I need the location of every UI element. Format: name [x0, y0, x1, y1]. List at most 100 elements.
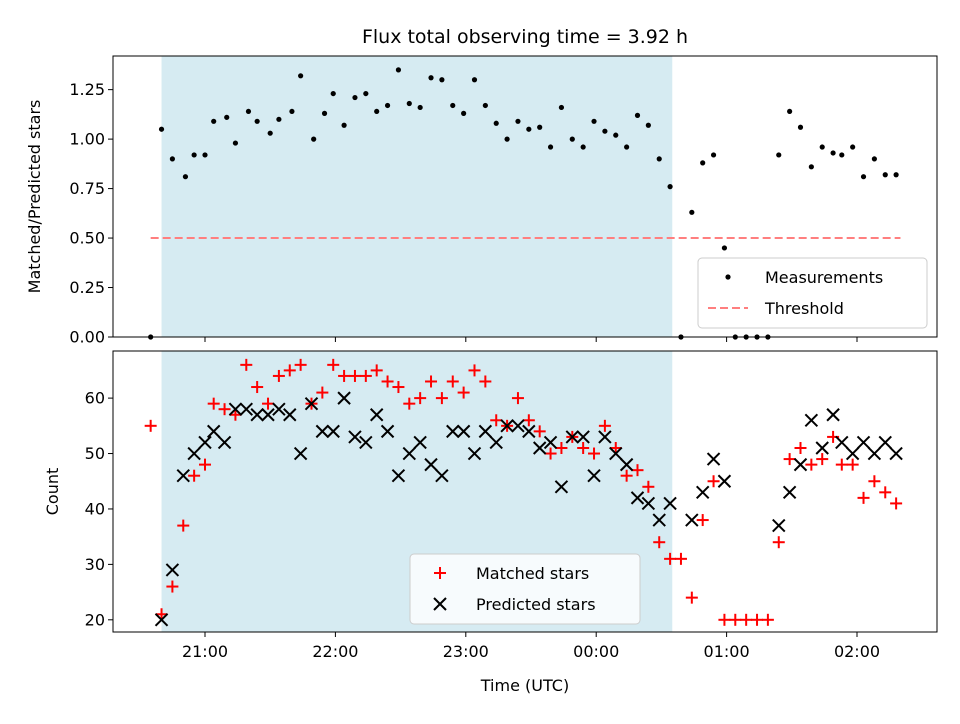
matched-star-point — [835, 458, 848, 471]
measurement-point — [624, 144, 630, 150]
matched-star-point — [240, 358, 253, 371]
matched-star-point — [620, 469, 633, 482]
measurement-point — [580, 144, 586, 150]
measurement-point — [439, 77, 445, 83]
matched-star-point — [772, 536, 785, 549]
measurement-point — [374, 108, 380, 115]
top-legend: Measurements Threshold — [697, 257, 928, 329]
bottom-y-tick-label: 20 — [85, 610, 105, 629]
measurement-point — [352, 94, 358, 101]
matched-star-point — [544, 447, 557, 460]
matched-star-point — [490, 414, 503, 427]
predicted-star-point — [609, 446, 623, 461]
predicted-star-point — [630, 491, 645, 505]
matched-star-point — [685, 591, 698, 604]
bottom-y-axis-label: Count — [43, 468, 62, 516]
matched-star-point — [435, 392, 448, 405]
measurement-point — [526, 126, 532, 132]
predicted-star-point — [826, 408, 840, 422]
matched-star-point — [794, 441, 807, 454]
predicted-star-point — [176, 468, 190, 483]
top-legend-frame — [697, 257, 928, 329]
measurement-point — [591, 118, 597, 124]
matched-star-point — [370, 364, 383, 377]
matched-star-point — [846, 458, 859, 471]
measurement-point — [797, 124, 804, 130]
top-panel: 0.00 0.25 0.50 0.75 1.00 1.25 Matched/Predict… — [25, 55, 938, 347]
predicted-star-point — [337, 391, 351, 405]
predicted-star-point — [652, 513, 666, 527]
predicted-star-point — [359, 435, 373, 450]
predicted-star-point — [413, 435, 427, 450]
predicted-star-point — [304, 396, 319, 411]
x-tick-label: 01:00 — [704, 642, 750, 661]
matched-star-point — [218, 403, 231, 416]
matched-star-point — [783, 453, 796, 466]
measurement-point — [232, 140, 239, 146]
measurement-point — [169, 156, 175, 162]
predicted-star-point — [467, 446, 482, 461]
matched-star-point — [403, 397, 416, 410]
predicted-star-point — [315, 424, 330, 439]
measurement-point — [493, 120, 499, 126]
matched-star-point — [414, 392, 427, 405]
predicted-star-point — [446, 424, 460, 439]
predicted-star-point — [326, 424, 340, 439]
predicted-star-point — [815, 441, 829, 455]
bottom-y-tick-label: 60 — [85, 389, 105, 408]
measurement-point — [341, 122, 347, 128]
measurement-point — [558, 104, 565, 111]
measurement-point — [613, 132, 619, 138]
predicted-star-point — [261, 408, 275, 422]
matched-stars-series — [144, 358, 903, 626]
measurement-point — [819, 144, 825, 150]
matched-star-point — [446, 375, 459, 388]
matched-star-point — [359, 369, 372, 382]
predicted-star-point — [293, 446, 308, 461]
predicted-star-point — [435, 468, 449, 483]
measurement-point — [515, 118, 521, 124]
matched-star-point — [381, 375, 394, 388]
measurements-legend-label: Measurements — [765, 268, 883, 287]
predicted-stars-series — [154, 391, 903, 627]
predicted-stars-legend-label: Predicted stars — [476, 595, 596, 614]
top-y-axis-label: Matched/Predicted stars — [25, 100, 44, 294]
matched-star-point — [177, 519, 190, 532]
top-y-tick-label: 1.25 — [69, 80, 105, 99]
predicted-star-point — [272, 402, 286, 416]
predicted-star-point — [500, 419, 514, 433]
predicted-star-point — [206, 424, 221, 439]
matched-star-point — [229, 408, 242, 421]
top-shaded-range — [161, 56, 673, 337]
predicted-star-point — [845, 446, 860, 461]
predicted-star-point — [856, 435, 871, 450]
predicted-star-point — [154, 613, 169, 627]
matched-star-point — [348, 369, 361, 382]
matched-star-point — [425, 375, 438, 388]
top-y-tick-label: 0.00 — [69, 328, 105, 347]
x-tick-label: 22:00 — [312, 642, 358, 661]
matched-star-point — [588, 447, 601, 460]
measurement-point — [569, 136, 575, 142]
predicted-star-point — [198, 435, 212, 450]
measurement-point — [689, 209, 695, 215]
measurements-series — [148, 67, 899, 340]
top-y-tick-label: 0.50 — [69, 229, 105, 248]
measurement-point — [893, 172, 899, 178]
predicted-star-point — [867, 446, 882, 461]
threshold-legend-label: Threshold — [764, 299, 844, 318]
top-y-ticks: 0.00 0.25 0.50 0.75 1.00 1.25 — [69, 80, 113, 347]
matched-star-point — [316, 386, 329, 399]
bottom-y-tick-label: 40 — [85, 499, 105, 518]
measurement-point — [700, 160, 706, 166]
matched-star-point — [631, 464, 644, 477]
measurement-point — [667, 184, 673, 190]
bottom-legend: Matched stars Predicted stars — [409, 553, 641, 625]
bottom-x-ticks: 21:00 22:00 23:00 00:00 01:00 02:00 — [182, 632, 880, 661]
matched-star-point — [468, 364, 481, 377]
predicted-star-point — [793, 457, 808, 472]
predicted-star-point — [565, 430, 580, 444]
top-x-ticks — [204, 337, 858, 342]
matched-star-point — [262, 397, 275, 410]
predicted-star-point — [889, 446, 903, 461]
